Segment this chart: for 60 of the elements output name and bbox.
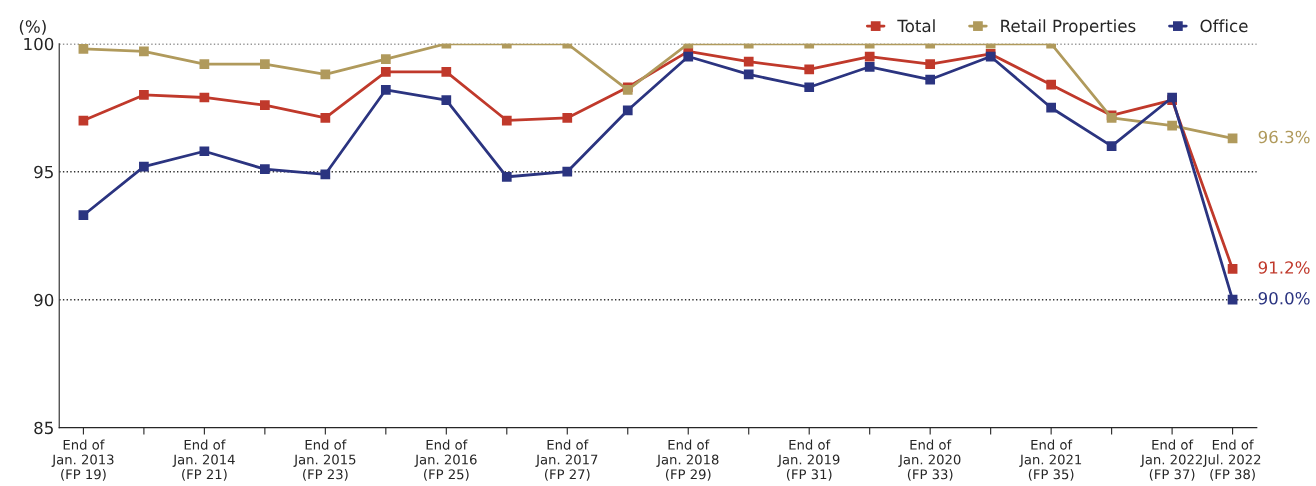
x-tick-label: End of Jan. 2018 (FP 29) <box>656 439 719 481</box>
point <box>864 51 875 62</box>
data-label: 91.2% <box>1258 261 1310 274</box>
point <box>260 59 270 70</box>
point <box>199 59 210 70</box>
y-tick-label: 100 <box>24 37 54 51</box>
point <box>199 146 210 157</box>
point <box>1227 294 1238 305</box>
point <box>925 74 936 85</box>
point <box>380 84 391 95</box>
point <box>804 82 815 93</box>
data-label: 96.3% <box>1258 130 1310 144</box>
x-tick-label: End of Jan. 2020 (FP 33) <box>898 439 961 481</box>
point <box>1046 79 1056 90</box>
x-tick-label: End of Jan. 2015 (FP 23) <box>293 439 356 481</box>
x-tick-label: End of Jan. 2021 (FP 35) <box>1019 439 1082 481</box>
point <box>78 44 89 54</box>
x-tick-label: End of Jan. 2014 (FP 21) <box>172 439 235 481</box>
point <box>1106 141 1117 151</box>
point <box>743 56 754 67</box>
point <box>139 90 149 100</box>
x-tick-label: End of Jan. 2016 (FP 25) <box>414 439 477 481</box>
data-label: 90.0% <box>1258 291 1310 305</box>
point <box>441 67 452 77</box>
point <box>1227 264 1238 274</box>
x-tick-label: End of Jan. 2017 (FP 27) <box>535 439 598 481</box>
x-tick-label: End of Jul. 2022 (FP 38) <box>1202 439 1261 481</box>
point <box>562 166 573 177</box>
y-tick-label: 90 <box>34 293 54 307</box>
y-axis-title: (%) <box>19 19 46 35</box>
point <box>683 51 694 62</box>
point <box>925 59 936 70</box>
point <box>1167 120 1177 131</box>
point <box>320 69 331 80</box>
point <box>139 46 149 57</box>
point <box>501 171 512 182</box>
point <box>441 95 452 105</box>
point <box>260 100 270 111</box>
legend-label: Retail Properties <box>1001 19 1136 36</box>
y-tick-label: 95 <box>34 165 53 179</box>
point <box>260 164 270 175</box>
point <box>562 113 573 123</box>
point <box>804 64 815 75</box>
y-tick-label: 85 <box>34 421 53 435</box>
point <box>380 54 391 64</box>
point <box>622 105 633 116</box>
point <box>139 161 149 172</box>
x-tick-label: End of Jan. 2022 (FP 37) <box>1140 439 1202 481</box>
point <box>78 210 89 221</box>
legend-label: Total <box>897 19 935 33</box>
point <box>320 113 331 123</box>
point <box>743 69 754 80</box>
point <box>320 169 331 180</box>
point <box>501 115 512 126</box>
x-tick-label: End of Jan. 2013 (FP 19) <box>51 439 114 481</box>
legend-label: Office <box>1200 19 1248 33</box>
point <box>864 61 875 72</box>
point <box>380 67 391 77</box>
point <box>1046 102 1056 113</box>
x-tick-label: End of Jan. 2019 (FP 31) <box>777 439 840 481</box>
